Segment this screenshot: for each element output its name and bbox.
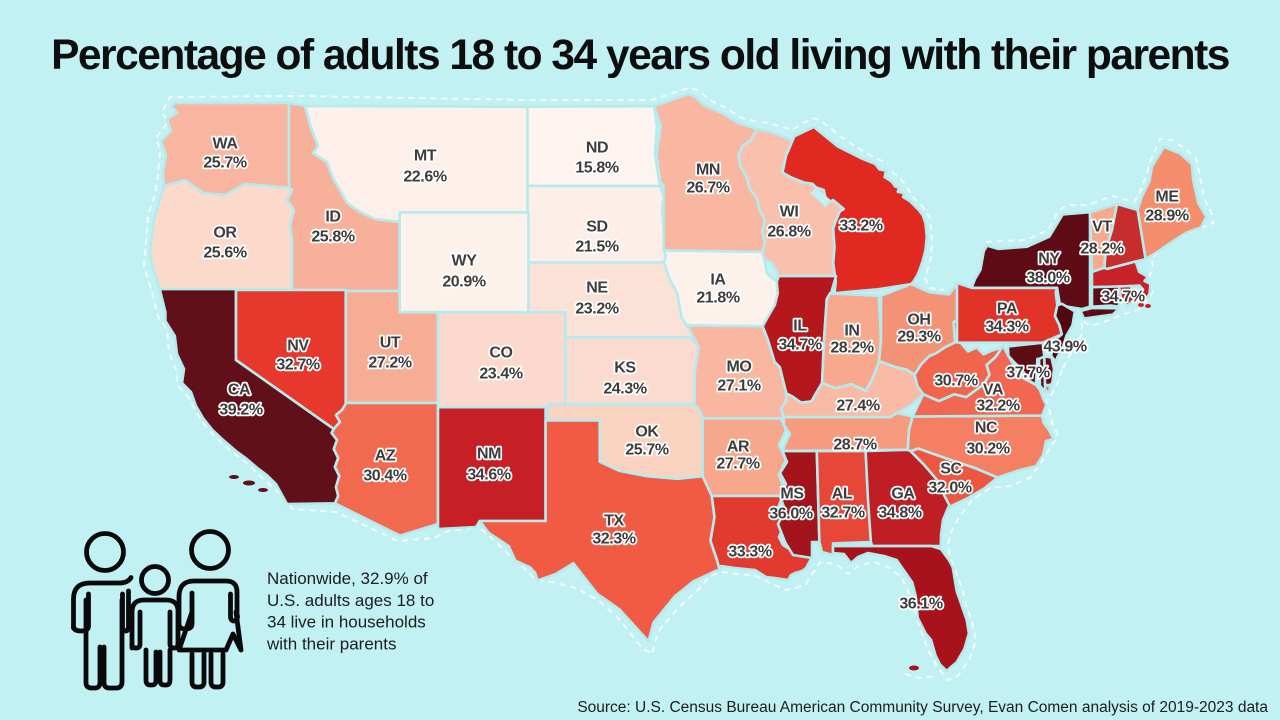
svg-text:MT: MT xyxy=(414,148,437,165)
svg-text:NM: NM xyxy=(477,446,501,463)
svg-text:SD: SD xyxy=(586,219,607,236)
svg-text:SC: SC xyxy=(940,461,962,478)
svg-text:WY: WY xyxy=(452,253,478,270)
svg-text:ID: ID xyxy=(325,209,340,226)
svg-text:38.0%: 38.0% xyxy=(1026,270,1070,287)
svg-text:37.7%: 37.7% xyxy=(1006,365,1050,382)
svg-text:25.7%: 25.7% xyxy=(625,442,669,459)
svg-text:27.1%: 27.1% xyxy=(717,378,761,395)
svg-text:34.7%: 34.7% xyxy=(1101,289,1145,306)
svg-text:U.S. adults ages 18 to: U.S. adults ages 18 to xyxy=(267,591,434,610)
svg-text:CA: CA xyxy=(228,382,251,399)
svg-text:OH: OH xyxy=(907,312,930,329)
svg-text:WI: WI xyxy=(780,204,799,221)
svg-text:28.2%: 28.2% xyxy=(1080,241,1124,258)
svg-text:15.8%: 15.8% xyxy=(575,160,619,177)
svg-text:32.2%: 32.2% xyxy=(976,398,1020,415)
svg-text:25.7%: 25.7% xyxy=(203,155,247,172)
svg-text:20.9%: 20.9% xyxy=(442,274,486,291)
svg-text:23.4%: 23.4% xyxy=(479,366,523,383)
svg-text:NY: NY xyxy=(1038,251,1060,268)
svg-text:24.3%: 24.3% xyxy=(603,381,647,398)
svg-text:UT: UT xyxy=(380,335,401,352)
svg-text:21.5%: 21.5% xyxy=(575,239,619,256)
svg-text:NV: NV xyxy=(287,338,309,355)
svg-text:NE: NE xyxy=(586,280,608,297)
svg-text:27.4%: 27.4% xyxy=(836,398,880,415)
svg-text:27.7%: 27.7% xyxy=(716,456,760,473)
svg-text:33.3%: 33.3% xyxy=(728,544,772,561)
svg-text:MO: MO xyxy=(727,359,752,376)
svg-text:34.8%: 34.8% xyxy=(878,505,922,522)
svg-text:GA: GA xyxy=(891,486,915,503)
svg-text:34.7%: 34.7% xyxy=(778,337,822,354)
svg-text:32.3%: 32.3% xyxy=(592,531,636,548)
svg-text:36.1%: 36.1% xyxy=(899,596,943,613)
svg-text:AZ: AZ xyxy=(375,448,396,465)
svg-text:Percentage of adults 18 to 34: Percentage of adults 18 to 34 years old … xyxy=(51,32,1229,79)
svg-text:30.2%: 30.2% xyxy=(966,441,1010,458)
svg-text:TX: TX xyxy=(604,513,624,530)
svg-text:33.2%: 33.2% xyxy=(839,218,883,235)
svg-text:VT: VT xyxy=(1092,219,1112,236)
svg-text:NC: NC xyxy=(975,420,998,437)
svg-text:28.9%: 28.9% xyxy=(1145,208,1189,225)
svg-text:21.8%: 21.8% xyxy=(696,290,740,307)
svg-text:IL: IL xyxy=(793,318,807,335)
svg-text:AR: AR xyxy=(727,439,750,456)
svg-text:CO: CO xyxy=(489,345,512,362)
svg-text:ME: ME xyxy=(1155,189,1179,206)
svg-text:KS: KS xyxy=(614,360,636,377)
svg-text:AL: AL xyxy=(832,486,853,503)
svg-text:26.7%: 26.7% xyxy=(686,180,730,197)
svg-text:30.7%: 30.7% xyxy=(934,373,978,390)
svg-text:32.0%: 32.0% xyxy=(928,480,972,497)
svg-text:VA: VA xyxy=(983,382,1004,399)
svg-text:OK: OK xyxy=(635,424,659,441)
svg-text:WA: WA xyxy=(213,136,239,153)
svg-text:39.2%: 39.2% xyxy=(219,402,263,419)
svg-text:29.3%: 29.3% xyxy=(897,329,941,346)
svg-text:34 live in households: 34 live in households xyxy=(267,613,426,632)
svg-text:PA: PA xyxy=(997,301,1018,318)
svg-text:ND: ND xyxy=(586,140,608,157)
svg-text:32.7%: 32.7% xyxy=(821,505,865,522)
svg-text:36.0%: 36.0% xyxy=(769,506,813,523)
svg-text:MS: MS xyxy=(780,486,804,503)
svg-text:30.4%: 30.4% xyxy=(363,468,407,485)
svg-text:23.2%: 23.2% xyxy=(575,301,619,318)
svg-text:25.6%: 25.6% xyxy=(203,245,247,262)
svg-text:32.7%: 32.7% xyxy=(276,357,320,374)
svg-text:27.2%: 27.2% xyxy=(368,355,412,372)
svg-text:MN: MN xyxy=(696,162,720,179)
svg-text:43.9%: 43.9% xyxy=(1043,339,1087,356)
svg-text:28.2%: 28.2% xyxy=(830,340,874,357)
svg-text:IA: IA xyxy=(710,272,726,289)
svg-text:with their parents: with their parents xyxy=(266,635,396,654)
svg-text:IN: IN xyxy=(844,323,859,340)
svg-text:34.6%: 34.6% xyxy=(467,467,511,484)
svg-text:OR: OR xyxy=(213,225,237,242)
svg-text:22.6%: 22.6% xyxy=(403,169,447,186)
svg-text:28.7%: 28.7% xyxy=(833,437,877,454)
svg-text:26.8%: 26.8% xyxy=(767,224,811,241)
svg-text:34.3%: 34.3% xyxy=(985,319,1029,336)
svg-text:25.8%: 25.8% xyxy=(311,229,355,246)
svg-text:Nationwide, 32.9% of: Nationwide, 32.9% of xyxy=(267,569,428,588)
svg-text:Source: U.S. Census Bureau Ame: Source: U.S. Census Bureau American Comm… xyxy=(577,699,1268,716)
